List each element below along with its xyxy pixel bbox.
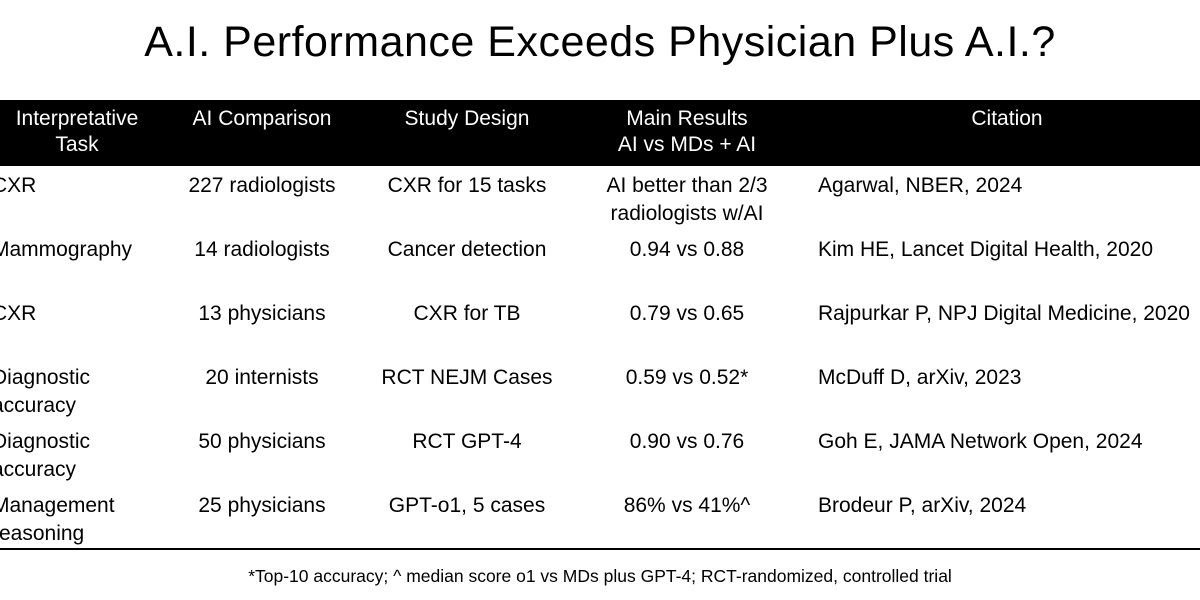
cell-citation: Brodeur P, arXiv, 2024 (818, 494, 1027, 517)
cell-task-line2: reasoning (0, 522, 85, 545)
cell-task-line1: CXR (0, 302, 37, 325)
comparison-table: Interpretative Task AI Comparison Study … (0, 100, 1200, 552)
cell-comparison: 50 physicians (198, 430, 326, 453)
cell-task-line1: Management (0, 494, 115, 517)
cell-design: GPT-o1, 5 cases (388, 494, 546, 517)
cell-results: 0.94 vs 0.88 (629, 238, 745, 261)
cell-task-line2: accuracy (0, 394, 77, 417)
cell-task-line2: accuracy (0, 458, 77, 481)
slide-title: A.I. Performance Exceeds Physician Plus … (144, 18, 1056, 66)
cell-task-line1: Diagnostic (0, 430, 91, 453)
table-row: CXR 13 physicians CXR for TB 0.79 vs 0.6… (0, 294, 1200, 358)
cell-comparison: 20 internists (205, 366, 319, 389)
table-bottom-rule (0, 548, 1200, 550)
cell-results: 86% vs 41%^ (623, 494, 751, 517)
comparison-table-container: Interpretative Task AI Comparison Study … (0, 100, 1200, 552)
table-body: CXR 227 radiologists CXR for 15 tasks AI… (0, 166, 1200, 552)
header-design: Study Design (362, 100, 572, 166)
cell-citation: Kim HE, Lancet Digital Health, 2020 (818, 238, 1154, 261)
cell-citation: McDuff D, arXiv, 2023 (818, 366, 1022, 389)
table-row: Mammography 14 radiologists Cancer detec… (0, 230, 1200, 294)
table-row: Diagnostic accuracy 20 internists RCT NE… (0, 358, 1200, 422)
cell-comparison: 25 physicians (198, 494, 326, 517)
cell-design: Cancer detection (387, 238, 547, 261)
cell-results-line2: radiologists w/AI (610, 202, 764, 225)
cell-results: 0.90 vs 0.76 (629, 430, 745, 453)
cell-design: CXR for 15 tasks (387, 174, 547, 197)
table-row: Diagnostic accuracy 50 physicians RCT GP… (0, 422, 1200, 486)
cell-citation: Agarwal, NBER, 2024 (818, 174, 1023, 197)
header-task-line1: Interpretative (15, 107, 139, 130)
cell-comparison: 14 radiologists (194, 238, 330, 261)
cell-task-line1: CXR (0, 174, 37, 197)
table-row: Management reasoning 25 physicians GPT-o… (0, 486, 1200, 552)
cell-task: Mammography (0, 230, 162, 294)
cell-task-line1: Diagnostic (0, 366, 91, 389)
table-header-row: Interpretative Task AI Comparison Study … (0, 100, 1200, 166)
cell-results: AI better than 2/3 radiologists w/AI (572, 166, 802, 230)
header-results-line2: AI vs MDs + AI (617, 133, 757, 156)
cell-results-line1: AI better than 2/3 (606, 174, 768, 197)
cell-results: 0.59 vs 0.52* (625, 366, 749, 389)
cell-task-line1: Mammography (0, 238, 133, 261)
cell-design: RCT GPT-4 (412, 430, 522, 453)
cell-comparison: 227 radiologists (188, 174, 336, 197)
cell-task: CXR (0, 294, 162, 358)
cell-task: Management reasoning (0, 486, 162, 552)
cell-task: Diagnostic accuracy (0, 422, 162, 486)
cell-task: CXR (0, 166, 162, 230)
cell-citation: Goh E, JAMA Network Open, 2024 (818, 430, 1143, 453)
footnote: *Top-10 accuracy; ^ median score o1 vs M… (248, 566, 952, 586)
cell-design: RCT NEJM Cases (381, 366, 553, 389)
cell-results: 0.79 vs 0.65 (629, 302, 745, 325)
cell-task: Diagnostic accuracy (0, 358, 162, 422)
header-comparison: AI Comparison (162, 100, 362, 166)
header-task-line2: Task (55, 133, 99, 156)
cell-comparison: 13 physicians (198, 302, 326, 325)
header-results: Main Results AI vs MDs + AI (572, 100, 802, 166)
header-results-line1: Main Results (626, 107, 748, 130)
table-row: CXR 227 radiologists CXR for 15 tasks AI… (0, 166, 1200, 230)
header-citation: Citation (802, 100, 1200, 166)
table-header: Interpretative Task AI Comparison Study … (0, 100, 1200, 166)
cell-citation: Rajpurkar P, NPJ Digital Medicine, 2020 (818, 302, 1190, 325)
cell-design: CXR for TB (413, 302, 521, 325)
header-task: Interpretative Task (0, 100, 162, 166)
